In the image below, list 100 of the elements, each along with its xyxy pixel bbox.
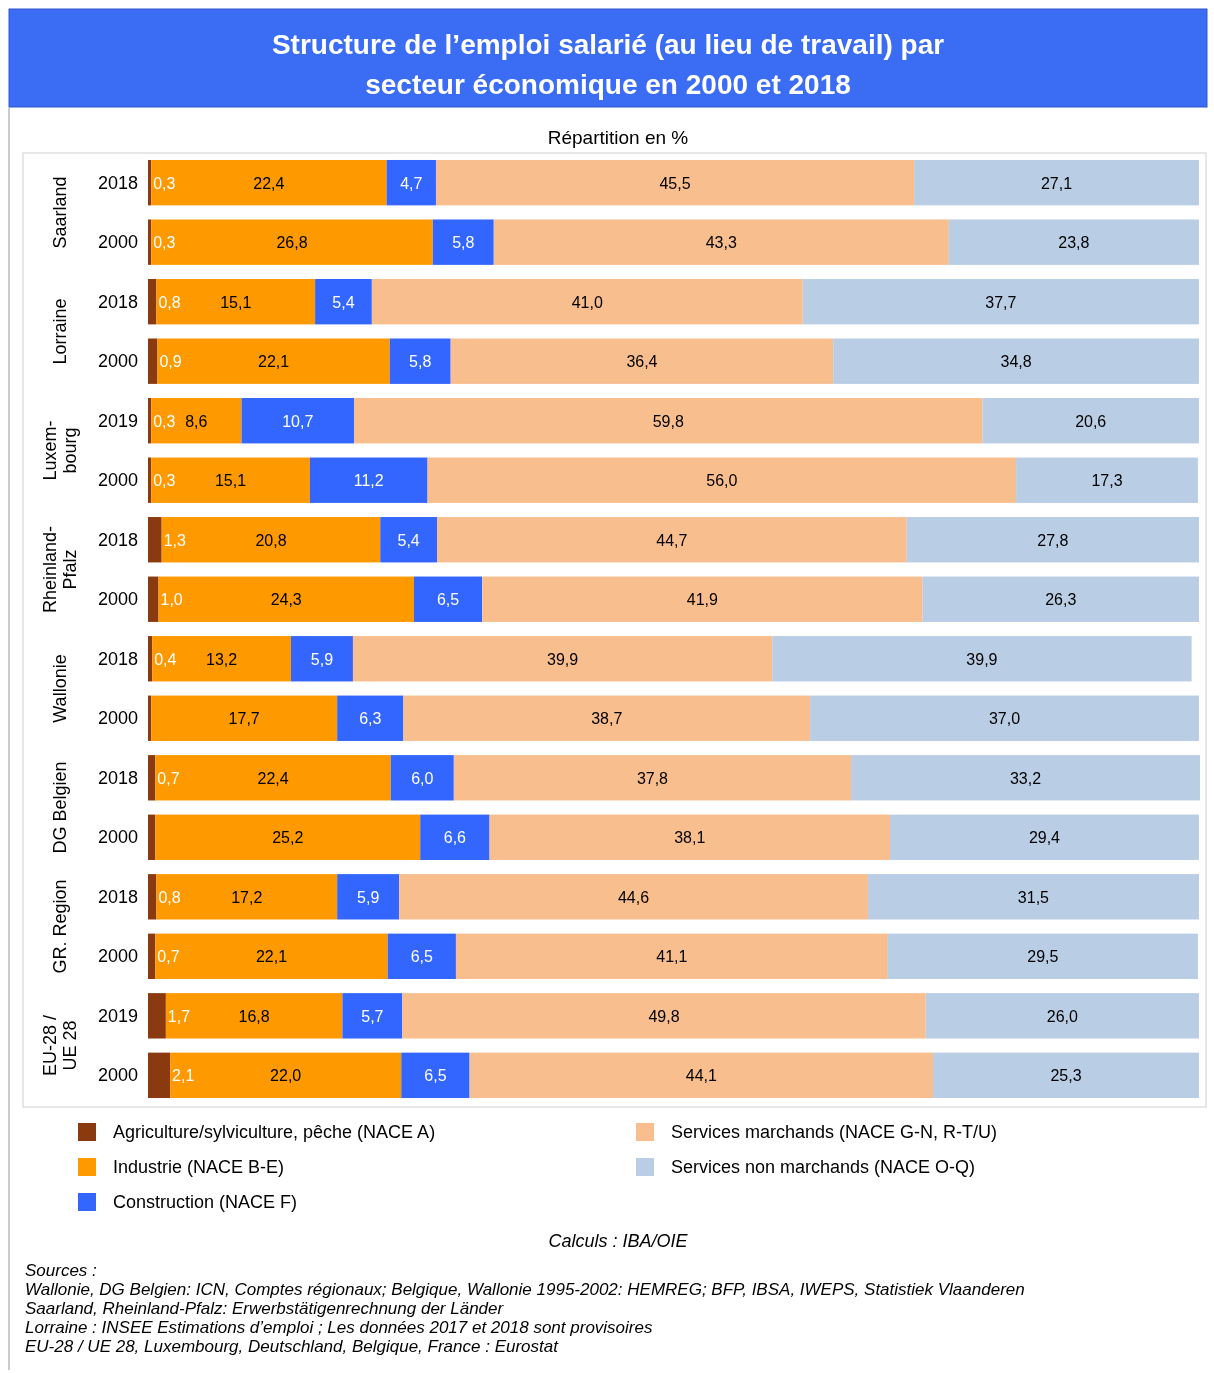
data-label: 4,7 xyxy=(400,174,423,192)
bar xyxy=(403,695,811,741)
data-label: 17,3 xyxy=(1091,472,1123,490)
data-label: 0,8 xyxy=(158,888,181,906)
bar xyxy=(352,636,773,682)
bar xyxy=(148,814,156,860)
bar xyxy=(309,457,428,503)
data-label: 25,3 xyxy=(1050,1067,1082,1085)
data-label: 59,8 xyxy=(652,412,684,430)
bar xyxy=(906,517,1199,563)
bar xyxy=(148,636,153,682)
bar xyxy=(399,874,868,920)
legend-label: Agriculture/sylviculture, pêche (NACE A) xyxy=(113,1122,436,1142)
bar xyxy=(925,993,1199,1039)
data-label: 5,9 xyxy=(310,650,334,668)
bar xyxy=(922,576,1199,622)
data-label: 10,7 xyxy=(282,412,314,430)
bar xyxy=(151,159,387,206)
bar xyxy=(148,279,157,325)
bar xyxy=(453,755,852,801)
y-tick-label: 2018 xyxy=(97,172,138,193)
data-label: 1,0 xyxy=(160,591,183,609)
data-label: 39,9 xyxy=(966,650,998,668)
bar xyxy=(337,695,404,741)
text: EU-28 / UE 28, Luxembourg, Deutschland, Belgique, France : Eurostat xyxy=(25,1337,560,1356)
bar xyxy=(889,814,1199,860)
y-tick-label: 2018 xyxy=(97,648,138,669)
bar xyxy=(371,279,803,325)
y-tick-label: 2018 xyxy=(97,529,138,550)
bar xyxy=(867,874,1199,920)
data-label: 17,7 xyxy=(228,710,260,728)
text: DG Belgien xyxy=(50,761,70,854)
data-label: 0,7 xyxy=(157,948,180,966)
bar xyxy=(389,338,451,384)
bar xyxy=(933,1052,1199,1099)
data-label: 20,8 xyxy=(255,531,287,549)
text: Calculs : IBA/OIE xyxy=(548,1231,689,1251)
bar xyxy=(170,1052,402,1099)
data-label: 22,4 xyxy=(253,174,285,192)
data-label: 27,8 xyxy=(1037,531,1069,549)
bar xyxy=(437,517,907,563)
data-label: 0,8 xyxy=(158,293,181,311)
data-label: 0,3 xyxy=(153,234,176,252)
data-label: 22,0 xyxy=(270,1067,302,1085)
bar xyxy=(155,814,421,860)
data-label: 26,8 xyxy=(276,234,308,252)
text: Wallonie, DG Belgien: ICN, Comptes régionaux; Belgique, Wallonie 1995-2002: HEMREG; BFP, IBSA, IWEPS, Statistiek Vlaanderen xyxy=(25,1280,1025,1299)
bar xyxy=(435,159,915,206)
text: Wallonie xyxy=(50,654,70,723)
data-label: 0,9 xyxy=(159,353,182,371)
bar xyxy=(386,159,436,206)
data-label: 23,8 xyxy=(1058,234,1090,252)
bar xyxy=(387,933,456,979)
bar xyxy=(802,279,1199,325)
bar xyxy=(413,576,483,622)
bar xyxy=(155,755,391,801)
bar xyxy=(155,933,388,979)
data-label: 36,4 xyxy=(626,353,658,371)
source-note: Sources : xyxy=(25,1261,98,1280)
chart-title: Structure de l’emploi salarié (au lieu de travail) par secteur économique en 2000 et 2018 xyxy=(271,29,945,100)
data-label: 5,8 xyxy=(409,353,432,371)
data-label: 5,8 xyxy=(452,234,475,252)
data-label: 16,8 xyxy=(238,1007,270,1025)
bar xyxy=(851,755,1200,801)
bar xyxy=(151,398,242,444)
bar xyxy=(450,338,834,384)
data-label: 37,8 xyxy=(636,769,669,787)
bar xyxy=(158,576,414,622)
data-label: 41,1 xyxy=(656,948,688,966)
bar xyxy=(148,576,159,622)
data-label: 6,5 xyxy=(436,591,460,609)
data-label: 44,6 xyxy=(617,888,650,906)
bar xyxy=(469,1052,934,1099)
data-label: 49,8 xyxy=(648,1007,680,1025)
data-label: 17,2 xyxy=(231,888,263,906)
data-label: 41,0 xyxy=(571,293,603,311)
bar xyxy=(833,338,1199,384)
data-label: 24,3 xyxy=(270,591,302,609)
text: EU-28 / UE 28 xyxy=(40,1015,80,1077)
bar xyxy=(241,398,354,444)
data-label: 44,1 xyxy=(685,1067,717,1085)
bar xyxy=(342,993,403,1039)
data-label: 5,4 xyxy=(397,531,420,549)
bar xyxy=(151,219,433,265)
bar xyxy=(315,279,372,325)
bar xyxy=(290,636,353,682)
text: Lorraine xyxy=(50,298,70,365)
data-label: 38,7 xyxy=(591,710,623,728)
data-label: 1,7 xyxy=(167,1007,191,1025)
y-tick-label: 2000 xyxy=(97,351,138,372)
data-label: 26,3 xyxy=(1045,591,1077,609)
data-label: 43,3 xyxy=(705,234,737,252)
data-label: 2,1 xyxy=(172,1067,195,1085)
data-label: 0,7 xyxy=(157,769,180,787)
y-tick-label: 2018 xyxy=(97,886,138,907)
data-label: 5,4 xyxy=(332,293,355,311)
data-label: 37,0 xyxy=(988,710,1021,728)
data-label: 5,7 xyxy=(361,1007,384,1025)
bar xyxy=(772,636,1192,682)
data-label: 6,5 xyxy=(424,1067,447,1085)
